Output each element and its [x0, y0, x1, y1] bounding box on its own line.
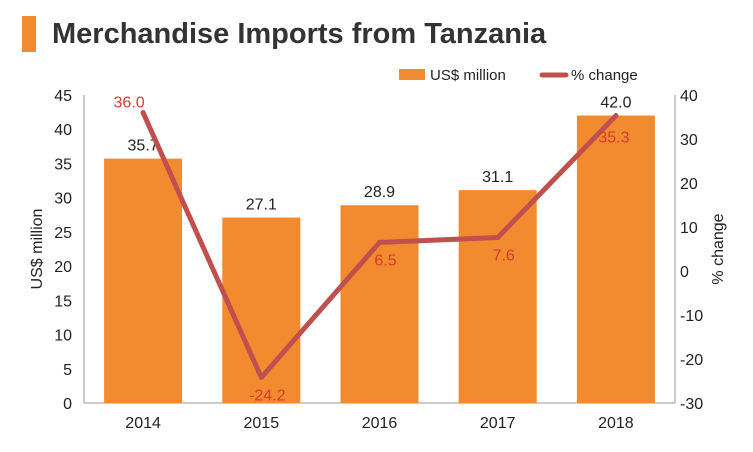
- right-tick-label: 0: [680, 264, 689, 281]
- right-tick-label: -10: [680, 308, 703, 325]
- x-tick-label: 2014: [125, 415, 161, 432]
- line-value-label: 35.3: [598, 130, 629, 147]
- bar-value-label: 28.9: [364, 184, 395, 201]
- line-point-2015: [258, 374, 264, 380]
- right-tick-label: 20: [680, 176, 698, 193]
- bar-2017: [458, 190, 537, 403]
- right-tick-label: -20: [680, 352, 703, 369]
- right-tick-label: 30: [680, 132, 698, 149]
- bar-2014: [104, 158, 183, 403]
- line-point-2016: [377, 239, 382, 245]
- left-tick-label: 15: [54, 293, 72, 310]
- line-point-2018: [613, 113, 619, 119]
- right-tick-label: 40: [680, 88, 698, 105]
- line-point-2014: [140, 110, 146, 116]
- x-tick-label: 2017: [480, 415, 516, 432]
- left-tick-label: 10: [54, 328, 72, 345]
- line-value-label: -24.2: [249, 387, 286, 404]
- right-axis-title: % change: [710, 213, 727, 284]
- left-tick-label: 20: [54, 259, 72, 276]
- x-tick-label: 2018: [598, 415, 634, 432]
- left-tick-label: 40: [54, 122, 72, 139]
- left-tick-label: 0: [63, 396, 72, 413]
- line-value-label: 6.5: [374, 252, 396, 269]
- bar-value-label: 35.7: [128, 138, 159, 155]
- bar-value-label: 27.1: [246, 197, 277, 214]
- legend-bar-label: US$ million: [430, 67, 506, 84]
- title-block: Merchandise Imports from Tanzania: [22, 16, 546, 52]
- x-tick-label: 2016: [362, 415, 398, 432]
- chart-title: Merchandise Imports from Tanzania: [52, 17, 547, 50]
- right-tick-label: 10: [680, 220, 698, 237]
- left-tick-label: 5: [63, 362, 72, 379]
- line-value-label: 36.0: [114, 95, 145, 112]
- legend-line-label: % change: [571, 67, 638, 84]
- line-point-2017: [495, 235, 501, 241]
- bar-value-label: 42.0: [600, 95, 631, 112]
- bar-value-label: 31.1: [482, 169, 513, 186]
- left-tick-label: 25: [54, 225, 72, 242]
- left-tick-label: 45: [54, 88, 72, 105]
- left-tick-label: 30: [54, 191, 72, 208]
- x-tick-label: 2015: [244, 415, 280, 432]
- bar-2018: [576, 115, 655, 404]
- right-tick-label: -30: [680, 396, 703, 413]
- bar-2016: [340, 205, 419, 403]
- legend-bar-swatch: [399, 69, 425, 80]
- left-tick-label: 35: [54, 156, 72, 173]
- line-value-label: 7.6: [493, 248, 515, 265]
- title-accent-bar: [22, 16, 36, 52]
- left-axis-title: US$ million: [29, 209, 46, 290]
